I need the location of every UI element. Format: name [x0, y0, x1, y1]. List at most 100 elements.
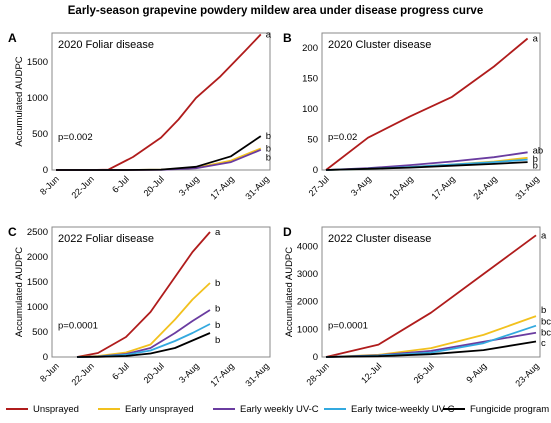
legend-swatch-early-twice-weekly-uvc	[324, 408, 346, 410]
panel-c-xtick-3-aug: 3-Aug	[177, 361, 201, 385]
panel-c-title: 2022 Foliar disease	[58, 233, 154, 245]
panel-c-ytick-0: 0	[43, 352, 48, 363]
panel-c-xtick-17-aug: 17-Aug	[208, 361, 236, 389]
panel-a-series-unsprayed	[56, 33, 262, 171]
panel-b-ytick-0: 0	[313, 165, 318, 176]
panel-a-sig-letter-3: b	[266, 153, 271, 164]
panel-c-sig-letter-3: b	[215, 320, 220, 331]
legend-label-fungicide-program: Fungicide program	[470, 403, 550, 415]
legend-item-early-twice-weekly-uvc: Early twice-weekly UV-C	[324, 399, 454, 419]
panel-b-xtick-27-jul: 27-Jul	[307, 174, 331, 198]
panel-c-letter: C	[8, 225, 17, 239]
panel-b-sig-letter-2: b	[533, 154, 538, 165]
panel-c-ytick-2000: 2000	[27, 252, 48, 263]
panel-b-xtick-17-aug: 17-Aug	[429, 174, 457, 202]
legend-label-early-unsprayed: Early unsprayed	[125, 403, 194, 415]
panel-b-xtick-10-aug: 10-Aug	[387, 174, 415, 202]
panel-b-ytick-100: 100	[302, 104, 318, 115]
panel-a-xtick-8-jun: 8-Jun	[38, 174, 61, 197]
legend-swatch-unsprayed	[6, 408, 28, 410]
panel-c-ytick-500: 500	[32, 327, 48, 338]
legend-label-unsprayed: Unsprayed	[33, 403, 79, 415]
panel-a-xtick-20-jul: 20-Jul	[142, 174, 166, 198]
panel-d-sig-letter-1: b	[541, 305, 546, 316]
panel-a-ytick-1000: 1000	[27, 93, 48, 104]
panel-a-ytick-0: 0	[43, 165, 48, 176]
panel-d-pvalue: p=0.0001	[328, 320, 368, 331]
panel-b-xtick-3-aug: 3-Aug	[349, 174, 373, 198]
legend-item-early-weekly-uvc: Early weekly UV-C	[213, 399, 319, 419]
panel-b-title: 2020 Cluster disease	[328, 39, 431, 51]
panel-b-sig-letter-3: b	[533, 161, 538, 172]
panel-d-ytick-4000: 4000	[297, 241, 318, 252]
panel-c-sig-letter-2: b	[215, 304, 220, 315]
panel-c-series-fungicide-program	[76, 332, 211, 358]
panel-d-ylabel: Accumulated AUDPC	[284, 247, 295, 337]
panel-b-ytick-200: 200	[302, 43, 318, 54]
panel-d-xtick-9-aug: 9-Aug	[464, 361, 488, 385]
panel-a-letter: A	[8, 31, 17, 45]
panel-c-ytick-2500: 2500	[27, 227, 48, 238]
panel-d-ytick-3000: 3000	[297, 269, 318, 280]
panel-a-ytick-500: 500	[32, 129, 48, 140]
panel-b-series-unsprayed	[325, 37, 529, 171]
panel-d-sig-letter-0: a	[541, 230, 547, 241]
legend-label-early-weekly-uvc: Early weekly UV-C	[240, 403, 319, 415]
panel-d-ytick-2000: 2000	[297, 297, 318, 308]
panel-d-letter: D	[283, 225, 292, 239]
panel-a-frame	[51, 32, 271, 171]
panel-b-letter: B	[283, 31, 292, 45]
legend-item-early-unsprayed: Early unsprayed	[98, 399, 194, 419]
legend-swatch-fungicide-program	[443, 408, 465, 410]
panel-c-sig-letter-4: b	[215, 335, 220, 346]
panel-d-sig-letter-2: bc	[541, 317, 551, 328]
panel-c-ytick-1000: 1000	[27, 302, 48, 313]
panel-a-sig-letter-2: b	[266, 143, 271, 154]
panel-c-xtick-22-jun: 22-Jun	[69, 361, 96, 388]
panel-a-xtick-22-jun: 22-Jun	[69, 174, 96, 201]
panel-c-ylabel: Accumulated AUDPC	[14, 247, 25, 337]
panel-c-frame	[51, 226, 271, 358]
panel-b-xtick-24-aug: 24-Aug	[471, 174, 499, 202]
panel-a-title: 2020 Foliar disease	[58, 39, 154, 51]
panel-d-ytick-1000: 1000	[297, 324, 318, 335]
legend-item-fungicide-program: Fungicide program	[443, 399, 549, 419]
panel-b-sig-letter-1: ab	[533, 146, 544, 157]
panel-d-xtick-23-aug: 23-Aug	[513, 361, 541, 389]
panel-c-series-unsprayed	[76, 231, 211, 358]
panel-c-xtick-6-jul: 6-Jul	[110, 361, 131, 382]
panel-d-xtick-26-jul: 26-Jul	[412, 361, 436, 385]
panel-c-sig-letter-0: a	[215, 227, 221, 238]
panel-b-xtick-31-aug: 31-Aug	[513, 174, 541, 202]
panel-d-frame	[321, 226, 541, 358]
panel-a-series-early-unsprayed	[56, 147, 262, 171]
panel-c-xtick-31-aug: 31-Aug	[243, 361, 271, 389]
panel-a-xtick-31-aug: 31-Aug	[243, 174, 271, 202]
legend-item-unsprayed: Unsprayed	[6, 399, 79, 419]
panel-d-sig-letter-4: c	[541, 338, 546, 349]
legend-swatch-early-unsprayed	[98, 408, 120, 410]
panel-c-sig-letter-1: b	[215, 278, 220, 289]
panel-a-xtick-6-jul: 6-Jul	[110, 174, 131, 195]
panel-b-ytick-50: 50	[307, 135, 318, 146]
panel-b-sig-letter-0: a	[533, 33, 539, 44]
panel-d-xtick-12-jul: 12-Jul	[359, 361, 383, 385]
panel-a-ylabel: Accumulated AUDPC	[14, 56, 25, 146]
legend-label-early-twice-weekly-uvc: Early twice-weekly UV-C	[351, 403, 455, 415]
panel-b-ytick-150: 150	[302, 74, 318, 85]
panel-b-pvalue: p=0.02	[328, 132, 357, 143]
panel-b-series-fungicide-program	[325, 161, 528, 171]
panel-d-title: 2022 Cluster disease	[328, 233, 431, 245]
legend-swatch-early-weekly-uvc	[213, 408, 235, 410]
figure-title: Early-season grapevine powdery mildew ar…	[67, 5, 484, 17]
panel-c-xtick-20-jul: 20-Jul	[142, 361, 166, 385]
panel-a-sig-letter-0: a	[266, 29, 272, 40]
panel-d-xtick-28-jun: 28-Jun	[304, 361, 331, 388]
legend: Unsprayed Early unsprayed Early weekly U…	[0, 399, 551, 419]
panel-c-ytick-1500: 1500	[27, 277, 48, 288]
panel-d-series-unsprayed	[325, 234, 537, 358]
panel-d-ytick-0: 0	[313, 352, 318, 363]
panel-a-xtick-17-aug: 17-Aug	[208, 174, 236, 202]
panel-c-xtick-8-jun: 8-Jun	[38, 361, 61, 384]
